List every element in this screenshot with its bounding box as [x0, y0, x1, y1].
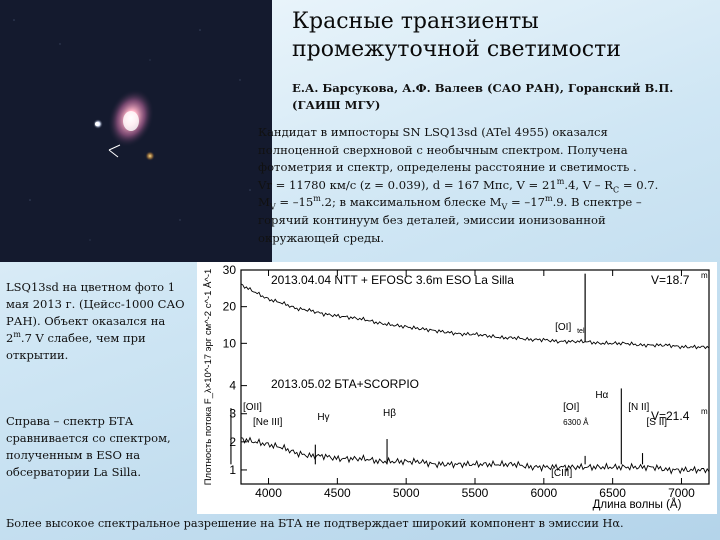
- line-label: 6300 Å: [563, 418, 589, 427]
- x-axis-label: Длина волны (Å): [593, 498, 682, 511]
- authors: Е.А. Барсукова, А.Ф. Валеев (САО РАН), Г…: [292, 80, 717, 114]
- galaxy-photo: [0, 0, 272, 262]
- subscript: V: [269, 202, 276, 212]
- axes: 4000 4500 5000 5500 6000 6500 7000 10 20 30 1 2 3 4: [223, 263, 710, 500]
- line-label: Hγ: [317, 412, 329, 423]
- y-tick-label: 4: [229, 379, 236, 393]
- y-tick-label: 10: [223, 336, 237, 350]
- y-tick-label: 1: [229, 463, 236, 477]
- spectrum-caption: Справа – спектр БТА сравнивается со спек…: [6, 414, 171, 479]
- line-label: Hβ: [383, 408, 396, 419]
- subscript: C: [613, 185, 620, 195]
- description-line: горячий континуум без деталей, эмиссии и…: [258, 212, 606, 227]
- series-annotation-ntt: V=18.7: [651, 273, 690, 287]
- x-tick-label: 4000: [255, 486, 282, 500]
- description-mag-line: MV = –15m.2; в максимальном блеске MV = …: [258, 194, 713, 212]
- labels-group: Длина волны (Å) Плотность потока F_λ×10^-…: [203, 269, 708, 511]
- footer-note: Более высокое спектральное разрешение на…: [6, 517, 624, 530]
- text: = –17: [507, 195, 545, 210]
- authors-line: Е.А. Барсукова, А.Ф. Валеев (САО РАН), Г…: [292, 81, 674, 95]
- line-label: [S II]: [647, 417, 668, 428]
- series-line-ntt: [240, 283, 710, 350]
- title-line: Красные транзиенты: [292, 9, 539, 34]
- mag-mark: m: [701, 271, 708, 280]
- text: = 0.7.: [619, 177, 659, 192]
- line-label: [CIII]: [551, 468, 572, 479]
- x-tick-label: 4500: [324, 486, 351, 500]
- line-label: [OI]: [563, 402, 579, 413]
- mag-mark: m: [313, 194, 321, 204]
- mag-mark: m: [544, 194, 553, 204]
- text: M: [258, 195, 270, 210]
- text: .9. В спектре –: [552, 195, 642, 210]
- description-line: фотометрия и спектр, определены расстоян…: [258, 160, 637, 175]
- series-group: [230, 273, 710, 475]
- y-tick-label: 20: [223, 300, 237, 314]
- text: .2; в максимальном блеске M: [320, 195, 502, 210]
- line-label: [N II]: [628, 402, 649, 413]
- line-label: [OII]: [243, 402, 262, 413]
- y-axis-label: Плотность потока F_λ×10^-17 эрг см^-2 с^…: [203, 269, 214, 486]
- x-tick-label: 6500: [599, 486, 626, 500]
- mag-mark: m: [13, 330, 21, 340]
- spectrum-chart: 4000 4500 5000 5500 6000 6500 7000 10 20 30 1 2 3 4 Д…: [197, 262, 717, 514]
- x-tick-label: 6000: [530, 486, 557, 500]
- mag-mark: m: [701, 407, 708, 416]
- mag-mark: m: [556, 176, 565, 186]
- text: .7 V слабее, чем при открытии.: [6, 331, 146, 362]
- text: LSQ13sd на цветном фото 1 мая 2013 г. (Ц…: [6, 280, 185, 345]
- subscript: V: [501, 202, 508, 212]
- text: = –15: [275, 195, 314, 210]
- line-label-subscript: tel: [577, 328, 585, 335]
- x-tick-label: 5500: [462, 486, 489, 500]
- series-title-ntt: 2013.04.04 NTT + EFOSC 3.6m ESO La Silla: [271, 273, 514, 287]
- text: Vr = 11780 км/с (z = 0.039), d = 167 Мпс…: [258, 177, 557, 192]
- line-label: Hα: [595, 390, 608, 401]
- line-label: [OI]: [555, 322, 571, 333]
- y-tick-label: 2: [229, 435, 236, 449]
- series-title-bta: 2013.05.02 БТА+SCORPIO: [271, 377, 419, 391]
- y-tick-label: 3: [229, 407, 236, 421]
- x-tick-label: 5000: [393, 486, 420, 500]
- line-label: [Ne III]: [253, 417, 283, 428]
- description-line: окружающей среды.: [258, 230, 385, 245]
- description-line: полноценной сверхновой с необычным спект…: [258, 142, 628, 157]
- description: Кандидат в импосторы SN LSQ13sd (ATel 49…: [258, 124, 713, 247]
- series-annotation-bta: V=21.4: [651, 409, 690, 423]
- photo-caption: LSQ13sd на цветном фото 1 мая 2013 г. (Ц…: [6, 279, 192, 364]
- title-line: промежуточной светимости: [292, 37, 621, 62]
- y-tick-label: 30: [223, 263, 237, 277]
- text: .4, V – R: [564, 177, 614, 192]
- description-line: Кандидат в импосторы SN LSQ13sd (ATel 49…: [258, 125, 608, 139]
- x-tick-label: 7000: [668, 486, 695, 500]
- series-line-bta: [240, 436, 710, 475]
- authors-affiliation: (ГАИШ МГУ): [292, 98, 381, 112]
- description-params-line: Vr = 11780 км/с (z = 0.039), d = 167 Мпс…: [258, 177, 713, 195]
- galaxy-photo-graphic: [13, 19, 251, 241]
- page-title: Красные транзиенты промежуточной светимо…: [292, 8, 712, 64]
- spectrum-chart-svg: 4000 4500 5000 5500 6000 6500 7000 10 20 30 1 2 3 4 Д…: [203, 263, 710, 511]
